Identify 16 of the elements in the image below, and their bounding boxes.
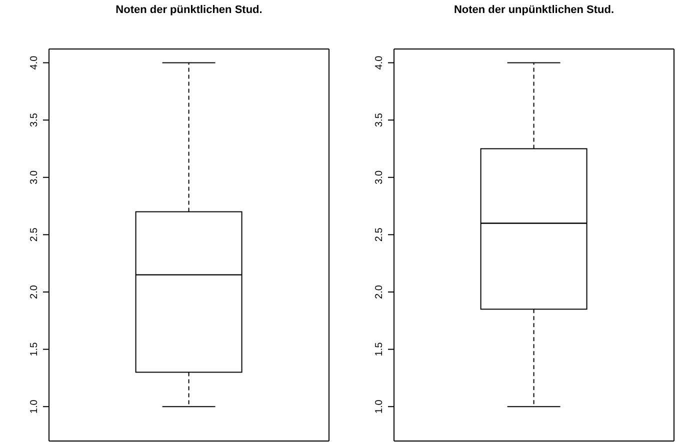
y-tick-label: 4.0 <box>374 55 385 70</box>
y-tick-label: 2.5 <box>374 227 385 242</box>
chart-title: Noten der unpünktlichen Stud. <box>452 4 616 16</box>
y-tick-label: 2.0 <box>29 284 40 299</box>
y-tick-label: 1.0 <box>29 399 40 414</box>
y-tick-label: 1.5 <box>374 342 385 356</box>
y-tick-label: 3.0 <box>29 170 40 184</box>
y-tick-label: 3.0 <box>374 170 385 184</box>
y-tick-label: 1.5 <box>29 342 40 356</box>
y-tick-label: 1.0 <box>374 399 385 414</box>
y-tick-label: 2.0 <box>374 284 385 299</box>
y-tick-label: 4.0 <box>29 55 40 70</box>
y-tick-label: 3.5 <box>374 112 385 128</box>
y-tick-label: 3.5 <box>29 112 40 128</box>
y-tick-label: 2.5 <box>29 227 40 242</box>
chart-title: Noten der pünktlichen Stud. <box>114 4 264 16</box>
